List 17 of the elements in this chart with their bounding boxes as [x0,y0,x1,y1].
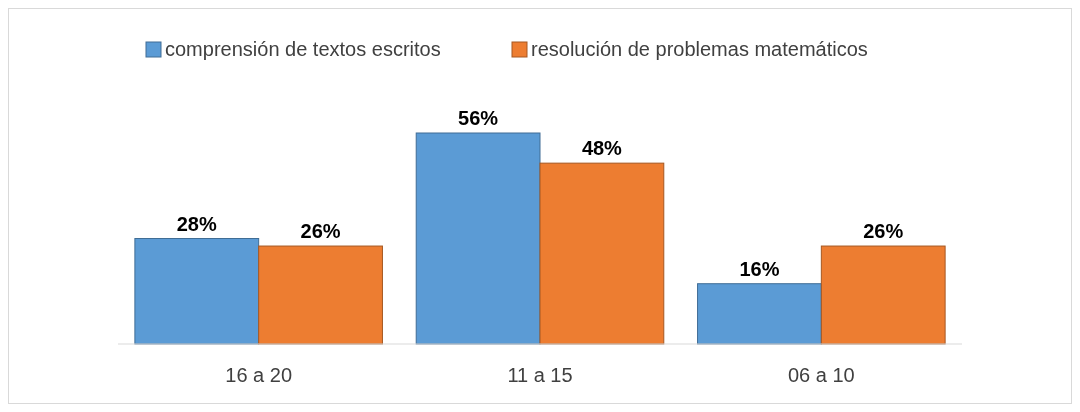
x-tick-label: 11 a 15 [507,364,573,386]
legend-label: comprensión de textos escritos [165,38,441,60]
data-label: 28% [176,212,217,235]
bar [697,283,822,345]
bar [134,238,260,345]
data-label: 16% [739,257,780,280]
x-tick-label: 06 a 10 [787,364,855,386]
x-tick-label: 16 a 20 [225,364,293,386]
data-label: 48% [581,137,623,160]
bar [539,162,665,345]
data-label: 26% [863,220,904,243]
data-label: 26% [300,220,341,243]
bar [415,132,541,345]
bar [820,245,946,345]
bar [258,245,383,345]
data-label: 56% [458,107,499,129]
legend-label: resolución de problemas matemáticos [531,38,868,60]
